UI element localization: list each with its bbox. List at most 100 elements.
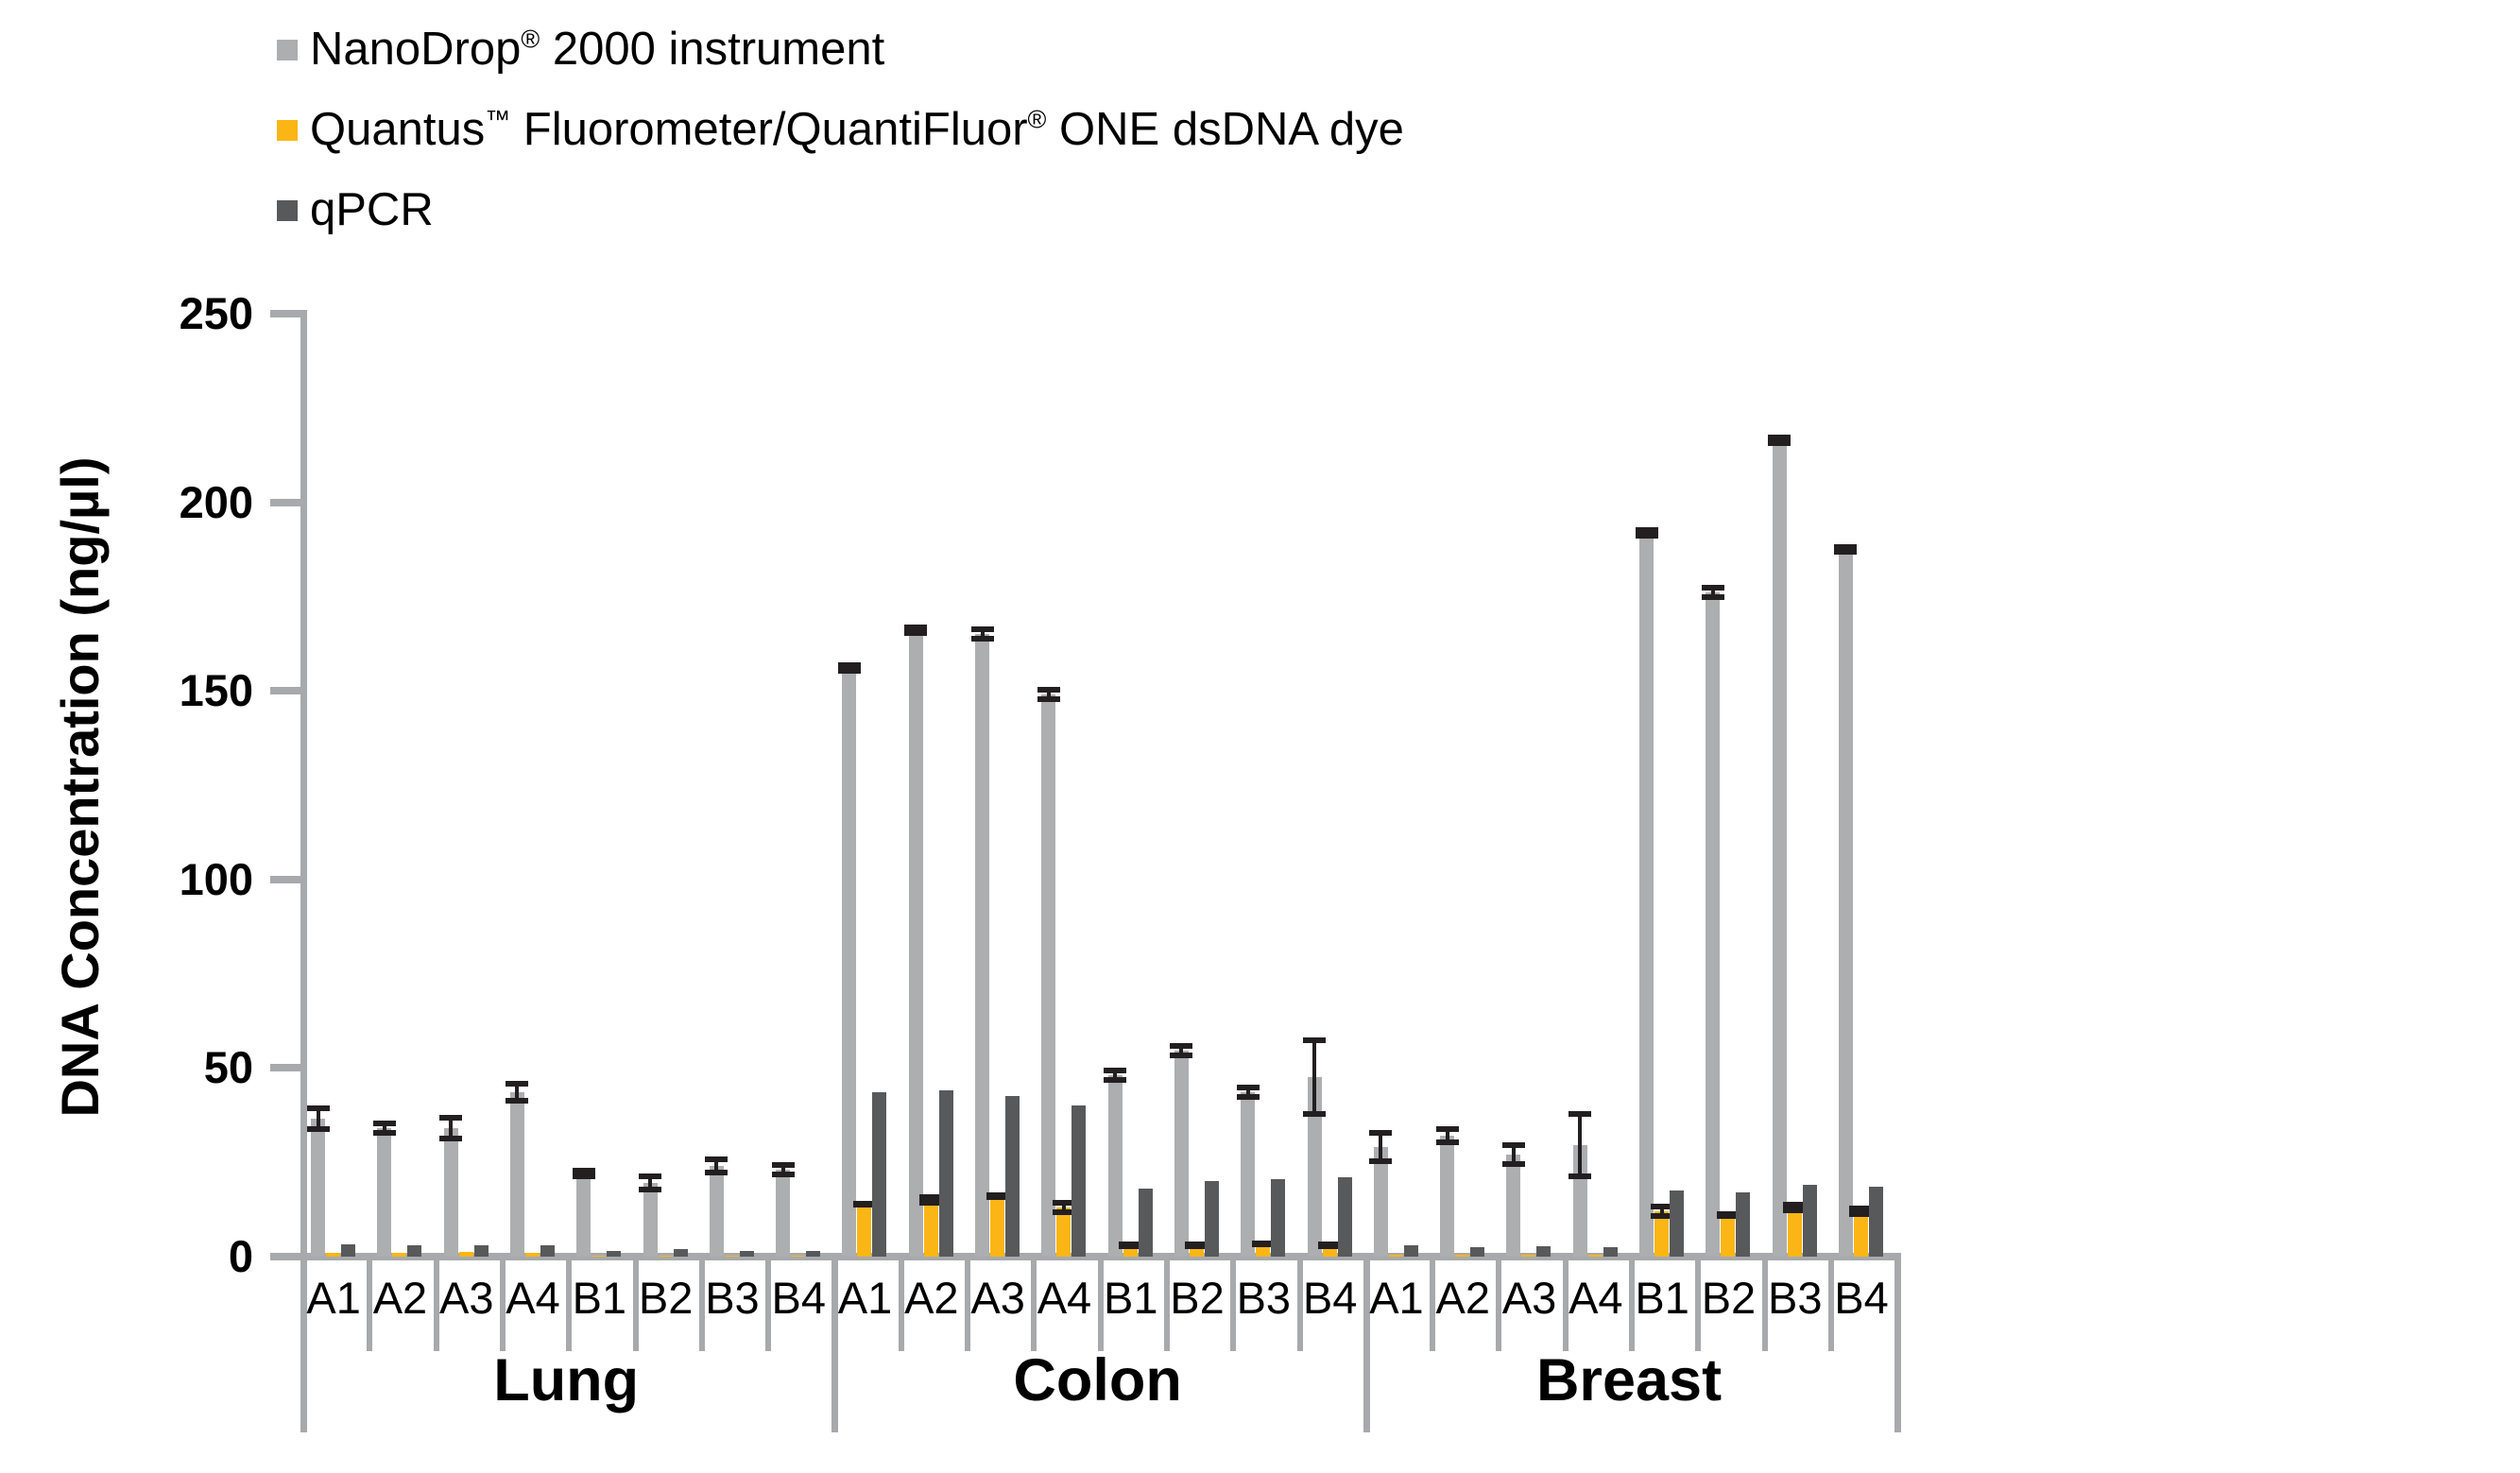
sample-separator [1562,1260,1569,1351]
errorbar-cap [904,630,928,637]
bar-quantus-breast-A3 [1521,1255,1536,1257]
bar-nanodrop-breast-A4 [1572,1145,1587,1257]
bar-nanodrop-lung-B3 [709,1166,724,1257]
sample-separator [1496,1260,1502,1351]
legend-label-quantus: Quantus™ Fluorometer/QuantiFluor® ONE ds… [310,104,1404,155]
sample-label-colon-A3: A3 [970,1273,1025,1323]
bar-quantus-breast-B4 [1853,1211,1868,1257]
errorbar [515,1083,520,1103]
group-separator [1894,1260,1902,1432]
bar-quantus-lung-B2 [658,1255,673,1257]
sample-label-breast-A2: A2 [1435,1273,1490,1323]
bar-quantus-colon-A2 [923,1200,938,1257]
sample-label-breast-B4: B4 [1834,1273,1889,1323]
errorbar-cap [1104,1068,1127,1074]
bar-quantus-lung-B1 [591,1255,607,1257]
bar-qpcr-colon-B3 [1271,1179,1286,1257]
bar-quantus-lung-A2 [392,1253,407,1257]
errorbar-cap [1834,543,1858,550]
bar-quantus-breast-B3 [1787,1208,1802,1257]
nanodrop-swatch-icon [277,39,298,60]
bar-qpcr-colon-B1 [1138,1189,1153,1257]
y-tick-label-150: 150 [179,665,253,716]
errorbar-cap [506,1081,529,1088]
bar-quantus-breast-B1 [1654,1211,1669,1257]
errorbar-cap [306,1126,330,1133]
group-separator [831,1260,839,1432]
errorbar-cap [1119,1242,1142,1249]
bar-qpcr-colon-B2 [1204,1181,1219,1257]
errorbar-cap [1303,1111,1326,1118]
bar-nanodrop-colon-B1 [1107,1075,1123,1257]
sample-label-lung-A1: A1 [306,1273,361,1323]
bar-qpcr-colon-A2 [938,1090,953,1257]
bar-qpcr-lung-A2 [407,1245,422,1257]
sample-separator [1629,1260,1635,1351]
sample-label-lung-B1: B1 [572,1273,627,1323]
bar-qpcr-breast-A4 [1603,1247,1618,1257]
errorbar-cap [639,1173,661,1180]
sample-label-lung-B3: B3 [705,1273,760,1323]
bar-nanodrop-colon-B2 [1174,1051,1189,1257]
errorbar-cap [1849,1211,1873,1218]
errorbar-cap [1716,1213,1740,1220]
bar-qpcr-lung-B4 [806,1250,821,1257]
errorbar-cap [771,1162,795,1169]
errorbar-cap [1052,1209,1075,1216]
y-axis-line [300,310,307,1432]
errorbar-cap [439,1136,463,1142]
errorbar-cap [1635,526,1658,533]
errorbar-cap [1569,1111,1592,1118]
errorbar-cap [1435,1139,1459,1146]
x-axis-line [297,1253,1902,1260]
bar-quantus-colon-B1 [1123,1245,1138,1257]
errorbar-cap [1170,1053,1193,1059]
errorbar [1710,587,1715,599]
errorbar [1061,1202,1066,1214]
bar-nanodrop-lung-B1 [576,1173,591,1257]
errorbar-cap [1369,1158,1393,1165]
legend-label-qpcr: qPCR [310,184,434,235]
errorbar-cap [705,1170,729,1176]
sample-label-breast-A3: A3 [1501,1273,1557,1323]
bar-qpcr-lung-A3 [473,1245,489,1257]
errorbar [1659,1206,1664,1218]
errorbar-cap [1650,1204,1673,1210]
sample-label-colon-A4: A4 [1037,1273,1092,1323]
errorbar [316,1107,320,1131]
errorbar-cap [1501,1142,1525,1149]
y-tick-50 [270,1064,300,1072]
y-tick-label-50: 50 [203,1042,253,1093]
errorbar-cap [1185,1242,1209,1249]
errorbar [1113,1070,1118,1082]
bar-quantus-lung-A4 [524,1253,540,1257]
bar-quantus-colon-A4 [1056,1208,1071,1257]
legend-label-nanodrop: NanoDrop® 2000 instrument [310,24,885,75]
bar-nanodrop-lung-A3 [443,1128,458,1257]
sample-separator [898,1260,904,1351]
sample-separator [1097,1260,1104,1351]
errorbar-cap [572,1168,595,1174]
errorbar-cap [1170,1043,1193,1050]
sample-label-colon-B2: B2 [1170,1273,1225,1323]
bar-nanodrop-lung-A2 [377,1128,392,1257]
sample-separator [1031,1260,1037,1351]
bar-nanodrop-colon-B3 [1241,1092,1256,1257]
sample-separator [1827,1260,1834,1351]
sample-separator [1230,1260,1237,1351]
errorbar-cap [1251,1242,1275,1248]
errorbar [1578,1113,1583,1178]
errorbar-cap [1783,1202,1807,1208]
sample-separator [1761,1260,1768,1351]
errorbar [1445,1128,1449,1144]
errorbar [714,1158,719,1174]
bar-nanodrop-breast-B2 [1706,592,1721,1257]
sample-separator [367,1260,373,1351]
errorbar-cap [1569,1173,1592,1180]
errorbar-cap [705,1156,729,1163]
errorbar-cap [970,626,994,633]
sample-label-colon-B3: B3 [1236,1273,1292,1323]
legend: NanoDrop® 2000 instrument Quantus™ Fluor… [277,9,1404,250]
errorbar-cap [639,1187,661,1193]
